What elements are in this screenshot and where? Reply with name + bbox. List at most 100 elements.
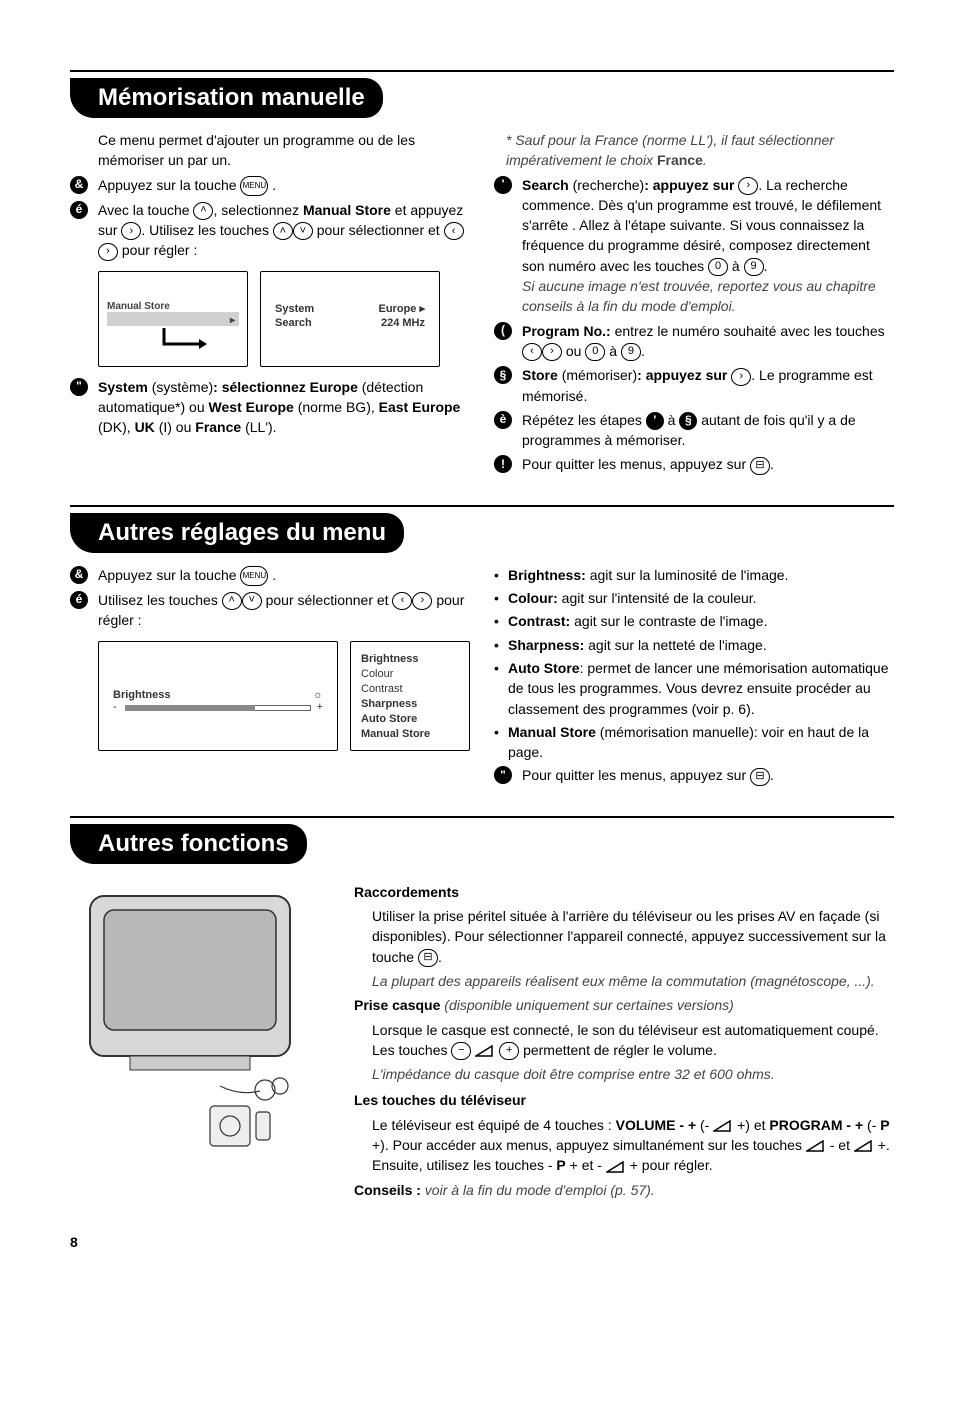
casque-p2: L'impédance du casque doit être comprise… [354, 1064, 894, 1084]
exit-key: ⊟ [750, 457, 770, 475]
di-3: Sharpness [361, 697, 417, 713]
s3l: France [195, 419, 241, 435]
s4a: Search [522, 177, 569, 193]
s3i: (DK), [98, 419, 131, 435]
up-arrow-key2: ˄ [273, 222, 293, 240]
racc-1: Utiliser la prise péritel située à l'arr… [372, 908, 886, 965]
touches-prog: PROGRAM - + [769, 1117, 863, 1133]
s6a: Store [522, 367, 558, 383]
section1-left-list2: " System (système): sélectionnez Europe … [70, 377, 470, 438]
section1-step3: " System (système): sélectionnez Europe … [70, 377, 470, 438]
diagram-sel: ▸ [107, 312, 239, 326]
num-2: é [70, 201, 88, 219]
volume-icon2 [713, 1120, 733, 1132]
section2-step1: & Appuyez sur la touche MENU . [70, 565, 470, 586]
section1-step6: § Store (mémoriser): appuyez sur ›. Le p… [494, 365, 894, 406]
section1-step5: ( Program No.: entrez le numéro souhaité… [494, 321, 894, 362]
tv-illustration [70, 876, 330, 1204]
bullet-colour: Colour: agit sur l'intensité de la coule… [494, 588, 894, 608]
di-2: Contrast [361, 682, 403, 698]
num-1b: & [70, 566, 88, 584]
section1-heading: Mémorisation manuelle [70, 78, 383, 118]
key-9b: 9 [621, 343, 641, 361]
menu-key2: MENU [240, 566, 268, 586]
section1-right-list: ' Search (recherche): appuyez sur ›. La … [494, 175, 894, 475]
s3d: Europe [310, 379, 358, 395]
key-0: 0 [708, 258, 728, 276]
section2-heading: Autres réglages du menu [70, 513, 404, 553]
volume-icon [475, 1045, 495, 1057]
touches-1a: Le téléviseur est équipé de 4 touches : [372, 1117, 612, 1133]
left-arrow-key2: ‹ [522, 343, 542, 361]
key-0b: 0 [585, 343, 605, 361]
section1-columns: Ce menu permet d'ajouter un programme ou… [70, 130, 894, 479]
touches-1b: (- [700, 1117, 709, 1133]
num-3b: " [494, 766, 512, 784]
s4c: : appuyez sur [644, 177, 734, 193]
section1-step8: ! Pour quitter les menus, appuyez sur ⊟. [494, 454, 894, 474]
s2b: , selectionnez [213, 202, 299, 218]
num-7: è [494, 411, 512, 429]
casque-p1: Lorsque le casque est connecté, le son d… [354, 1020, 894, 1061]
section2-step2: é Utilisez les touches ˄˅ pour sélection… [70, 590, 470, 631]
s4e: à [732, 258, 740, 274]
section2-list3: " Pour quitter les menus, appuyez sur ⊟. [494, 765, 894, 785]
plus-key: + [499, 1042, 519, 1060]
diagram-europe: Europe [379, 303, 417, 315]
section2-col-right: Brightness: agit sur la luminosité de l'… [494, 565, 894, 790]
tv-svg [70, 876, 330, 1156]
s2e: . Utilisez les touches [141, 222, 269, 238]
volume-icon3 [806, 1140, 826, 1152]
s7a: Répétez les étapes [522, 412, 642, 428]
s3a: System [98, 379, 148, 395]
s2g: pour régler : [122, 242, 197, 258]
s2a: Avec la touche [98, 202, 190, 218]
touches-2c: + et - [570, 1157, 602, 1173]
page-number: 8 [70, 1234, 894, 1250]
s6c: : appuyez sur [637, 367, 727, 383]
touches-2a: - et [830, 1137, 850, 1153]
touches-1d: (- [867, 1117, 876, 1133]
section3-heading: Autres fonctions [70, 824, 307, 864]
diagram2-left: Brightness ☼ - + [98, 641, 338, 751]
menu-key: MENU [240, 176, 268, 196]
racc-heading: Raccordements [354, 882, 894, 902]
right-arrow-key4: › [542, 343, 562, 361]
section3-body: Raccordements Utiliser la prise péritel … [70, 876, 894, 1204]
num-6: § [494, 366, 512, 384]
diagram-search: Search [275, 316, 312, 332]
touches-1e: +). Pour accéder aux menus, appuyez simu… [372, 1137, 802, 1153]
touches-vol: VOLUME - + [616, 1117, 697, 1133]
exit-key2: ⊟ [750, 768, 770, 786]
av-key: ⊟ [418, 949, 438, 967]
section3-text: Raccordements Utiliser la prise péritel … [354, 876, 894, 1204]
b1a: Brightness: [508, 567, 586, 583]
di-4: Auto Store [361, 712, 417, 728]
s3m: (LL'). [245, 419, 276, 435]
s3b: (système) [152, 379, 213, 395]
section2-bullets: Brightness: agit sur la luminosité de l'… [494, 565, 894, 763]
diagram2-right: Brightness Colour Contrast Sharpness Aut… [350, 641, 470, 751]
key-9: 9 [744, 258, 764, 276]
s2s3: Pour quitter les menus, appuyez sur [522, 767, 746, 783]
tri-icon: ▸ [230, 314, 235, 329]
s4-italic: Si aucune image n'est trouvée, reportez … [522, 276, 894, 317]
s5b: entrez le numéro souhaité avec les touch… [615, 323, 885, 339]
arrow-icon [159, 326, 209, 356]
touches-heading: Les touches du téléviseur [354, 1090, 894, 1110]
section1-step7: è Répétez les étapes ' à § autant de foi… [494, 410, 894, 451]
s5d: à [609, 343, 617, 359]
num-4-inline: ' [646, 412, 664, 430]
left-arrow-key3: ‹ [392, 592, 412, 610]
section3-rule [70, 816, 894, 818]
bullet-contrast: Contrast: agit sur le contraste de l'ima… [494, 611, 894, 631]
s4f: . [764, 258, 768, 274]
right-arrow-key2: › [98, 243, 118, 261]
right-arrow-key6: › [412, 592, 432, 610]
diagram-mhz: 224 MHz [381, 316, 425, 332]
conseils-line: Conseils : voir à la fin du mode d'emplo… [354, 1180, 894, 1200]
bullet-brightness: Brightness: agit sur la luminosité de l'… [494, 565, 894, 585]
b4a: Sharpness: [508, 637, 584, 653]
section1-step1: & Appuyez sur la touche MENU . [70, 175, 470, 196]
section2-step3: " Pour quitter les menus, appuyez sur ⊟. [494, 765, 894, 785]
